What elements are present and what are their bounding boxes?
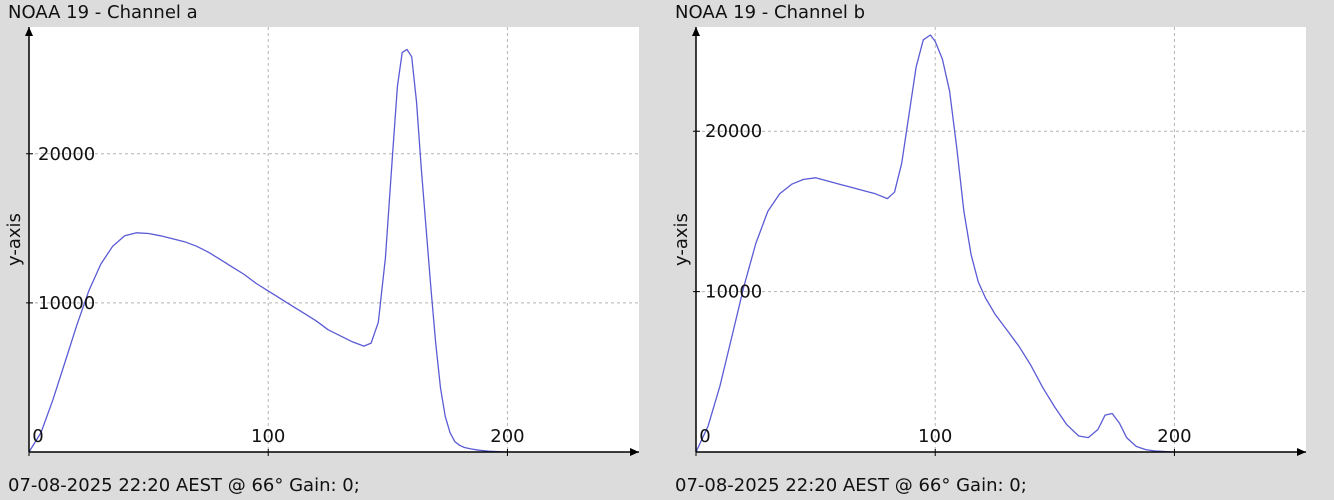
y-tick-label: 20000 bbox=[38, 144, 95, 165]
x-tick-label: 100 bbox=[251, 426, 285, 447]
plot-area bbox=[696, 27, 1306, 452]
x-tick-label: 0 bbox=[32, 426, 43, 447]
y-axis-label: y-axis bbox=[671, 213, 692, 266]
x-tick-label: 100 bbox=[918, 426, 952, 447]
y-axis-arrow bbox=[692, 27, 700, 36]
x-tick-label: 0 bbox=[699, 426, 710, 447]
channel-a-plot: 0 100 200 10000 20000 y-axis bbox=[4, 27, 639, 456]
plot-area bbox=[29, 27, 639, 452]
chart-title: NOAA 19 - Channel a bbox=[8, 2, 198, 23]
y-axis-label: y-axis bbox=[4, 213, 25, 266]
data-series-line bbox=[28, 48, 508, 453]
x-axis-arrow bbox=[630, 448, 639, 456]
y-axis-arrow bbox=[25, 27, 33, 36]
x-tick-label: 200 bbox=[1157, 426, 1191, 447]
y-tick-label: 10000 bbox=[705, 282, 762, 303]
x-tick-label: 200 bbox=[490, 426, 524, 447]
channel-b-panel: NOAA 19 - Channel b 0 100 200 10000 20000 y-a… bbox=[667, 0, 1334, 500]
channel-a-panel: NOAA 19 - Channel a 0 100 200 10000 20000 y-a… bbox=[4, 2, 639, 496]
x-axis-arrow bbox=[1297, 448, 1306, 456]
timestamp-footer: 07-08-2025 22:20 AEST @ 66° Gain: 0; bbox=[675, 475, 1027, 496]
data-series-line bbox=[695, 34, 1175, 453]
channel-b-plot: 0 100 200 10000 20000 y-axis bbox=[671, 27, 1306, 456]
y-tick-label: 10000 bbox=[38, 293, 95, 314]
timestamp-footer: 07-08-2025 22:20 AEST @ 66° Gain: 0; bbox=[8, 475, 360, 496]
chart-title: NOAA 19 - Channel b bbox=[675, 2, 866, 23]
y-tick-label: 20000 bbox=[705, 121, 762, 142]
